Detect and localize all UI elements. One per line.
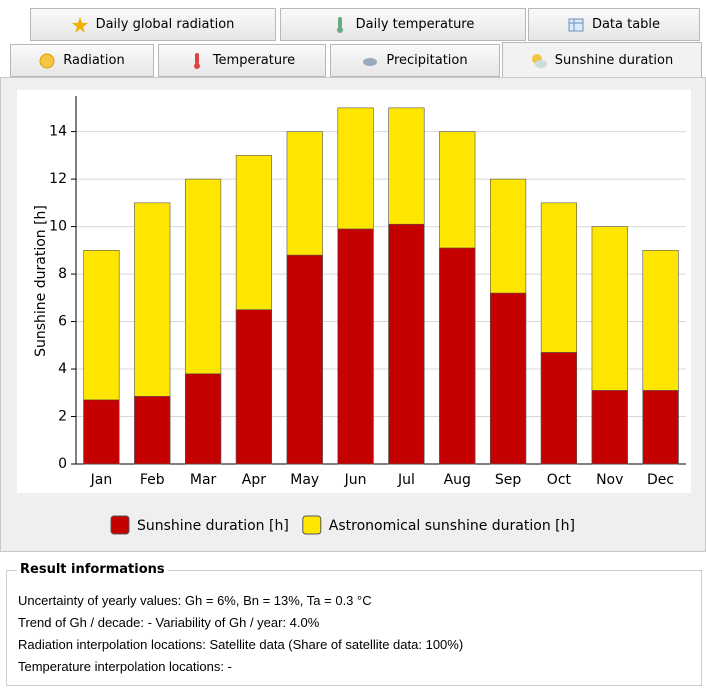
tab[interactable]: Temperature	[158, 44, 326, 77]
result-line: Radiation interpolation locations: Satel…	[18, 637, 464, 652]
bar	[184, 373, 222, 465]
thermo-icon	[336, 16, 343, 33]
y-tick-label: 14	[49, 124, 67, 140]
y-tick-label: 10	[49, 219, 67, 235]
x-tick-label: Apr	[242, 472, 266, 488]
bar	[540, 352, 578, 465]
chart: Sunshine duration [h] 0 2 4 6 8 10 12 14 Jan Feb M…	[17, 90, 691, 535]
x-tick-label: Aug	[444, 472, 471, 488]
tab-label: Temperature	[212, 53, 296, 68]
y-tick-label: 8	[58, 266, 67, 282]
x-tick-label: Jul	[397, 472, 415, 488]
bar	[642, 390, 679, 465]
chart-area: Sunshine duration [h] 0 2 4 6 8 10 12 14 Jan Feb M…	[0, 77, 706, 552]
result-line: Trend of Gh / decade: - Variability of G…	[18, 615, 320, 630]
bar	[388, 223, 425, 465]
sun-cloud-icon	[531, 53, 547, 68]
result-line: Uncertainty of yearly values: Gh = 6%, B…	[18, 593, 372, 608]
bar	[337, 228, 374, 465]
y-tick-label: 12	[49, 171, 67, 187]
tab[interactable]: Daily global radiation	[30, 8, 276, 41]
x-tick-label: Jun	[344, 472, 367, 488]
tab[interactable]: Radiation	[10, 44, 154, 77]
bar	[286, 254, 323, 465]
result-line: Temperature interpolation locations: -	[18, 659, 232, 674]
result-group: Result informations Uncertainty of yearl…	[6, 562, 702, 686]
y-tick-label: 0	[58, 456, 67, 472]
tab[interactable]: Data table	[528, 8, 700, 41]
tab-label: Daily temperature	[355, 17, 475, 32]
legend-swatch	[302, 515, 322, 535]
table-icon	[568, 18, 584, 31]
x-tick-label: Jan	[90, 472, 113, 488]
bar	[439, 247, 476, 465]
tab-label: Radiation	[63, 53, 125, 68]
y-tick-label: 6	[58, 314, 67, 330]
tab-label: Sunshine duration	[554, 53, 674, 68]
cloud-icon	[363, 57, 378, 66]
bar	[83, 399, 120, 465]
legend-swatch	[110, 515, 130, 535]
bar	[134, 396, 171, 465]
x-tick-label: Oct	[547, 472, 572, 488]
y-tick-label: 4	[58, 361, 67, 377]
sun-icon	[39, 53, 55, 68]
x-tick-label: Dec	[647, 472, 674, 488]
thermo-icon	[193, 52, 200, 69]
x-tick-label: Sep	[495, 472, 522, 488]
result-title: Result informations	[17, 562, 168, 577]
bar	[489, 292, 527, 465]
tab[interactable]: Daily temperature	[280, 8, 526, 41]
x-tick-label: May	[290, 472, 319, 488]
tab-selected[interactable]: Sunshine duration	[502, 42, 702, 78]
star-icon	[71, 16, 88, 33]
tab-label: Precipitation	[386, 53, 468, 68]
tab-label: Data table	[591, 17, 661, 32]
x-tick-label: Nov	[596, 472, 623, 488]
bar	[235, 309, 273, 465]
bar	[591, 390, 628, 465]
x-tick-label: Feb	[140, 472, 165, 488]
y-tick-label: 2	[58, 409, 67, 425]
tab-label: Daily global radiation	[95, 17, 235, 32]
x-tick-label: Mar	[190, 472, 217, 488]
y-axis-label: Sunshine duration [h]	[33, 205, 49, 357]
tab[interactable]: Precipitation	[330, 44, 500, 77]
legend-label: Astronomical sunshine duration [h]	[329, 518, 575, 534]
legend-label: Sunshine duration [h]	[137, 518, 289, 534]
